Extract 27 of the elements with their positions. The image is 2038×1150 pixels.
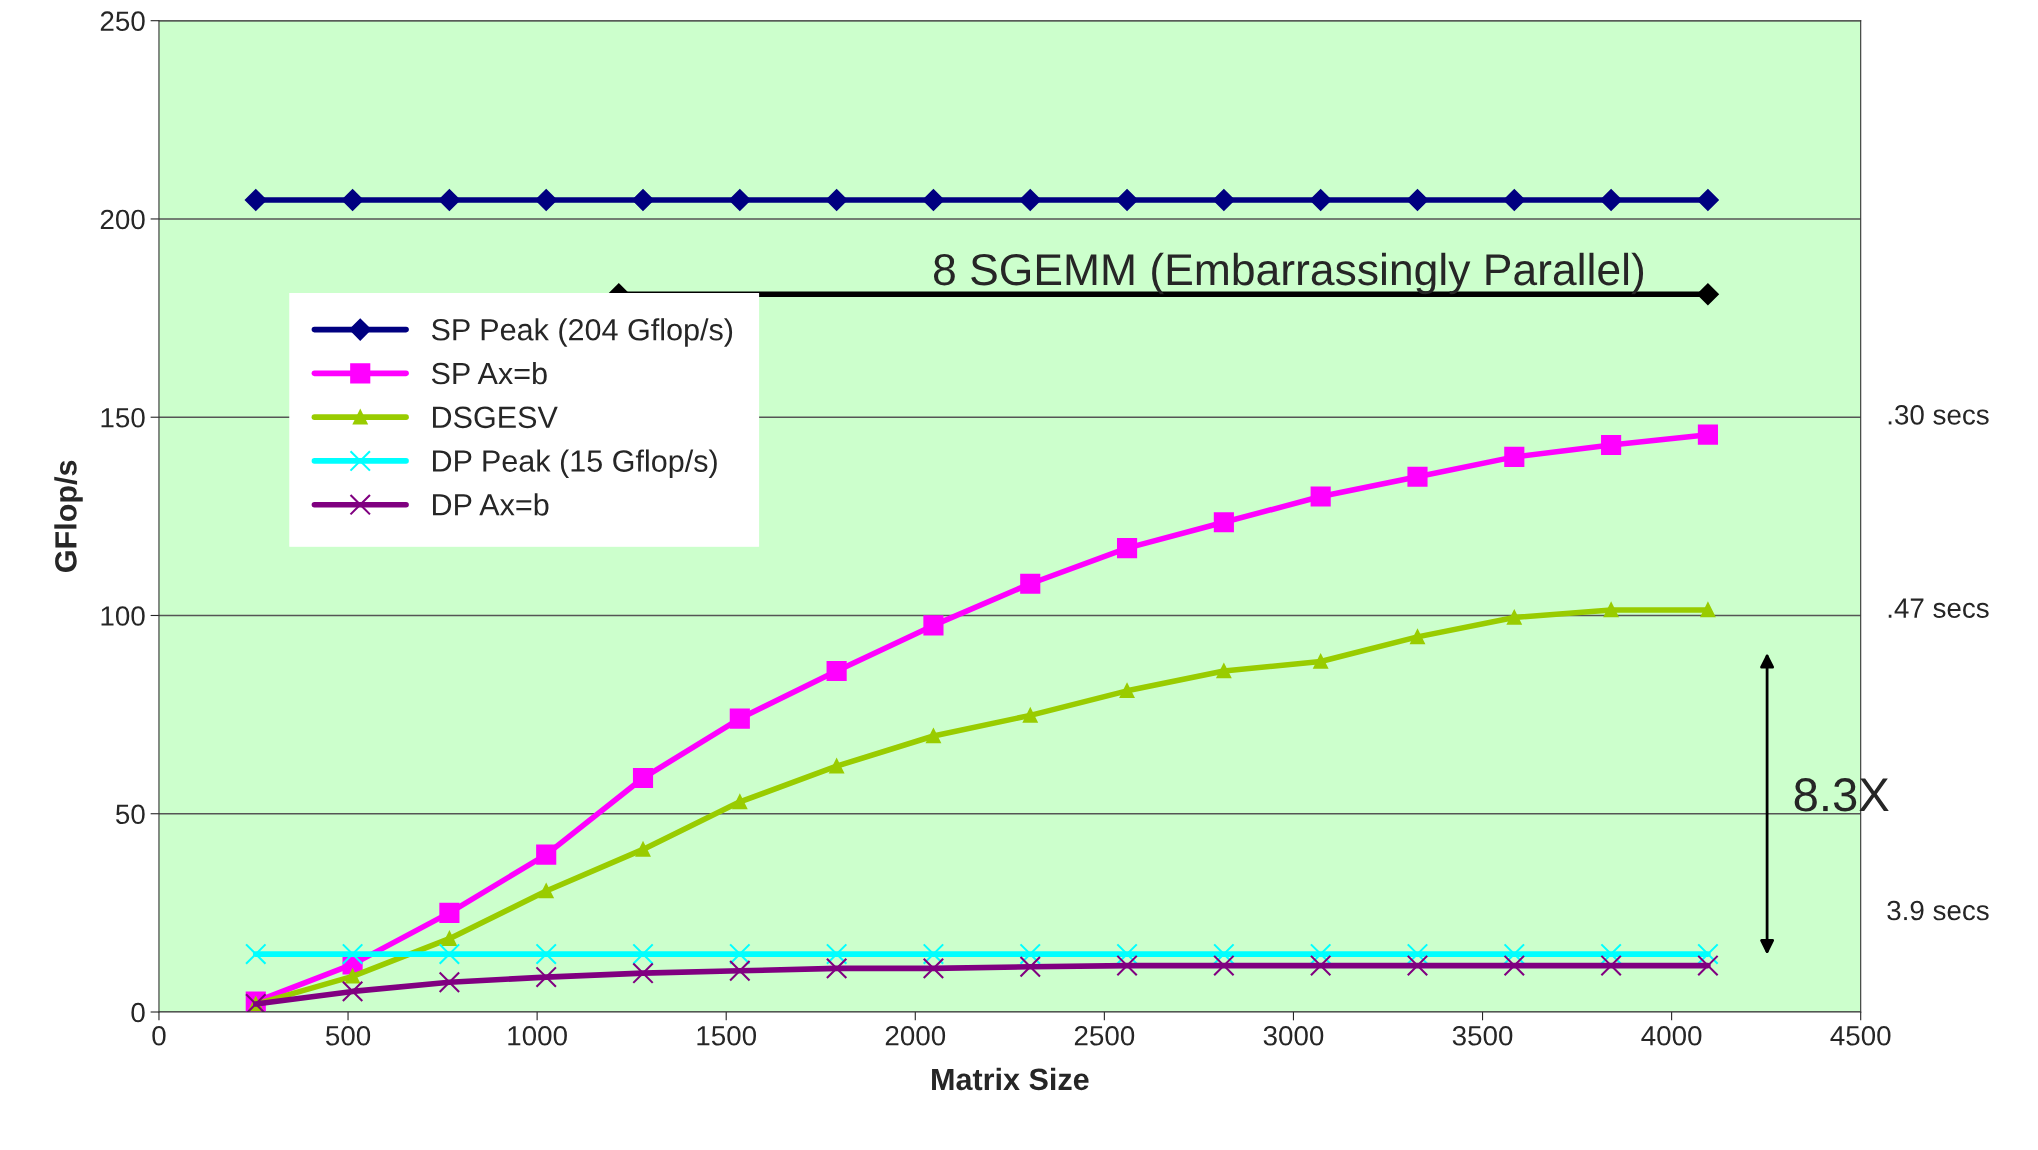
x-axis-title: Matrix Size <box>932 1067 1089 1091</box>
y-tick-label: 50 <box>115 804 145 825</box>
y-tick-label: 200 <box>100 209 145 230</box>
x-tick-label: 4500 <box>1830 1025 1891 1046</box>
x-tick-label: 1500 <box>697 1025 757 1046</box>
text: .47 secs <box>1888 598 1989 618</box>
annotation: 8 SGEMM (Embarrassingly Parallel) <box>933 252 1644 295</box>
x-tick-label: 500 <box>325 1025 371 1046</box>
x-tick-label: 2500 <box>1074 1025 1135 1046</box>
legend-label: DP Ax=b <box>433 493 549 516</box>
x-tick-label: 3000 <box>1263 1025 1324 1046</box>
y-tick-label: 250 <box>100 11 145 32</box>
x-tick-label: 4000 <box>1641 1025 1702 1046</box>
text: 3.9 secs <box>1887 900 1989 921</box>
y-tick-label: 0 <box>131 1002 145 1023</box>
x-tick-label: 0 <box>152 1025 166 1046</box>
legend-label: DSGESV <box>433 406 558 429</box>
y-tick-label: 150 <box>101 407 145 428</box>
x-tick-label: 1000 <box>508 1025 567 1046</box>
legend-label: DP Peak (15 Gflop/s) <box>433 449 717 478</box>
legend-label: SP Peak (204 Gflop/s) <box>431 318 733 347</box>
x-tick-label: 2000 <box>885 1025 946 1046</box>
legend-label: SP Ax=b <box>431 361 547 385</box>
text: .30 secs <box>1888 405 1989 425</box>
y-tick-label: 100 <box>101 606 145 626</box>
x-tick-label: 3500 <box>1452 1025 1513 1046</box>
y-axis-title: GFlop/s <box>54 460 83 572</box>
